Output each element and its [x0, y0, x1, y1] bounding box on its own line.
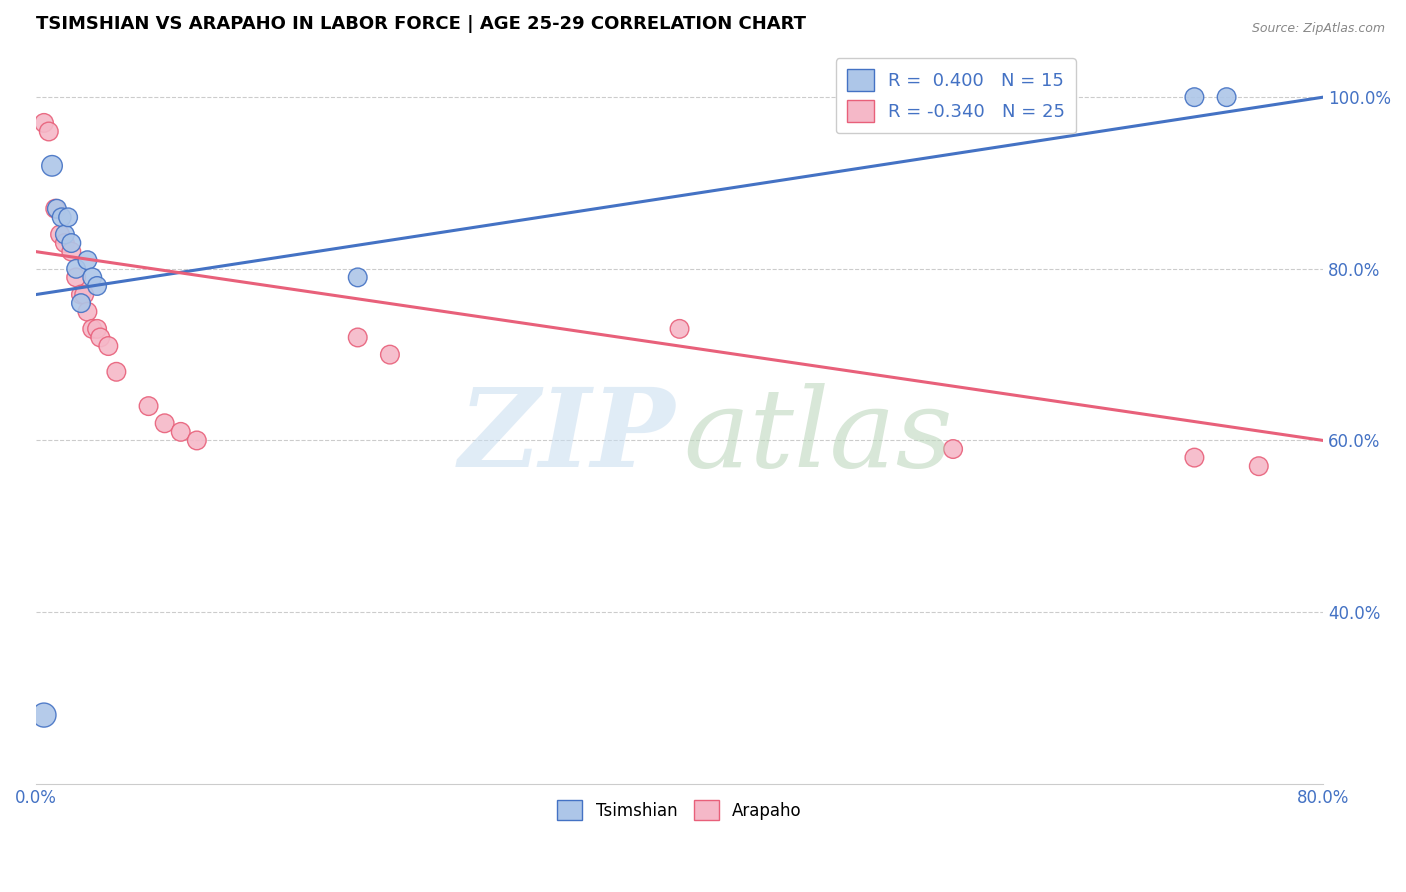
Point [82, 322, 104, 336]
Point [346, 270, 368, 285]
Point [1184, 90, 1206, 104]
Point [45, 202, 67, 216]
Point [346, 330, 368, 344]
Point [76, 304, 98, 318]
Point [1215, 90, 1237, 104]
Point [942, 442, 965, 456]
Legend: Tsimshian, Arapaho: Tsimshian, Arapaho [551, 793, 808, 827]
Point [49, 227, 72, 242]
Point [53, 227, 76, 242]
Point [1184, 450, 1206, 465]
Point [41, 159, 63, 173]
Point [86, 322, 108, 336]
Point [65, 261, 87, 276]
Point [82, 270, 104, 285]
Text: atlas: atlas [683, 383, 953, 491]
Point [32, 116, 55, 130]
Point [86, 279, 108, 293]
Point [44, 202, 66, 216]
Point [60, 244, 83, 259]
Point [97, 339, 120, 353]
Point [668, 322, 690, 336]
Point [70, 296, 93, 310]
Point [76, 253, 98, 268]
Point [60, 235, 83, 250]
Point [51, 211, 73, 225]
Point [53, 235, 76, 250]
Point [65, 270, 87, 285]
Text: Source: ZipAtlas.com: Source: ZipAtlas.com [1251, 22, 1385, 36]
Point [105, 365, 128, 379]
Point [38, 124, 60, 138]
Point [1247, 459, 1270, 474]
Point [56, 211, 79, 225]
Text: TSIMSHIAN VS ARAPAHO IN LABOR FORCE | AGE 25-29 CORRELATION CHART: TSIMSHIAN VS ARAPAHO IN LABOR FORCE | AG… [37, 15, 806, 33]
Point [378, 348, 401, 362]
Point [73, 287, 96, 301]
Point [32, 708, 55, 723]
Point [153, 417, 176, 431]
Point [138, 399, 160, 413]
Point [89, 330, 111, 344]
Text: ZIP: ZIP [458, 383, 676, 491]
Point [170, 425, 193, 439]
Point [186, 434, 208, 448]
Point [70, 287, 93, 301]
